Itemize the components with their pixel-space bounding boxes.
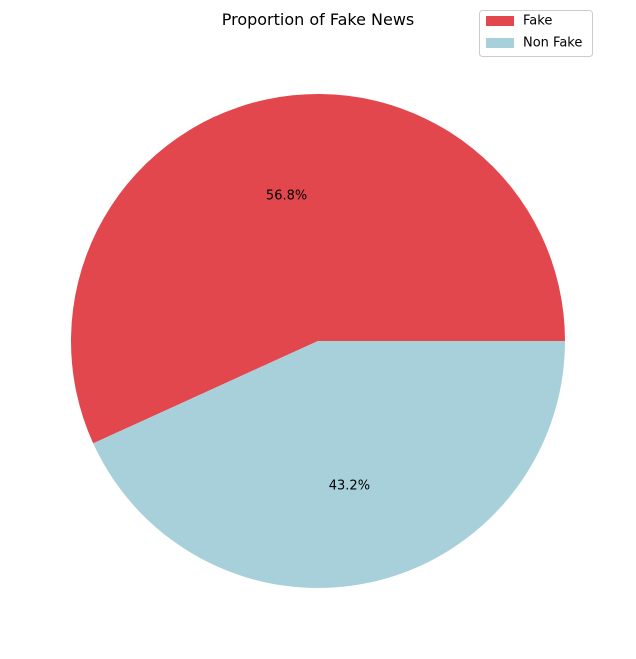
legend-label: Non Fake — [523, 36, 582, 51]
legend-label: Fake — [523, 14, 552, 29]
chart-title: Proportion of Fake News — [222, 10, 415, 29]
pie-percent-label: 43.2% — [329, 478, 370, 493]
legend-swatch — [486, 16, 514, 26]
pie-percent-labels: 56.8% 43.2% — [266, 189, 370, 494]
legend-swatch — [486, 38, 514, 48]
pie-percent-label: 56.8% — [266, 189, 307, 204]
pie-slices — [70, 94, 566, 589]
legend: Fake Non Fake — [479, 10, 593, 57]
pie-slice-non-fake — [93, 341, 565, 589]
pie-slice-fake — [70, 94, 566, 444]
